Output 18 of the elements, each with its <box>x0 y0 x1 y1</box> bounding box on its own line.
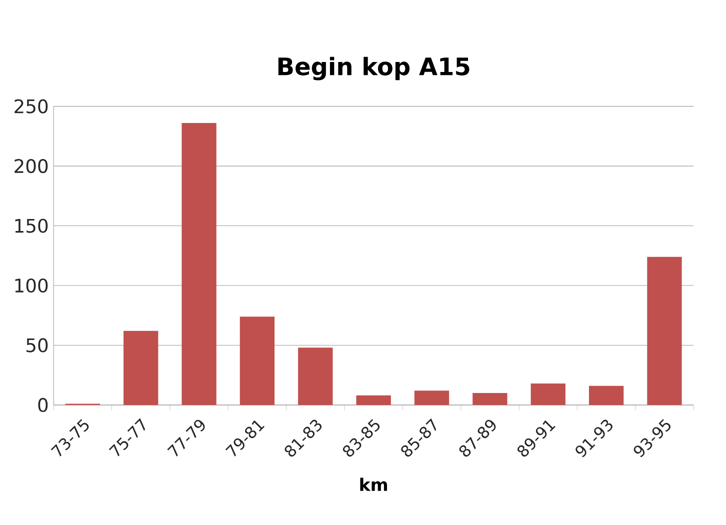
y-tick-label: 150 <box>15 218 48 233</box>
y-tick-label: 250 <box>14 99 48 114</box>
y-tick-label: 200 <box>14 158 48 174</box>
bar <box>588 386 624 405</box>
bar <box>356 395 391 405</box>
bar <box>182 123 216 405</box>
y-tick-label: 0 <box>38 398 48 412</box>
x-axis-title: km <box>360 478 387 491</box>
bar <box>647 256 682 405</box>
bar <box>124 330 158 405</box>
bar <box>472 393 508 405</box>
chart-title: Begin kop A15 <box>278 56 470 80</box>
bar <box>298 348 333 405</box>
y-tick-label: 50 <box>26 338 48 352</box>
bar <box>414 390 450 405</box>
y-tick-label: 100 <box>15 278 48 293</box>
bar <box>530 383 566 405</box>
bar <box>240 316 275 405</box>
